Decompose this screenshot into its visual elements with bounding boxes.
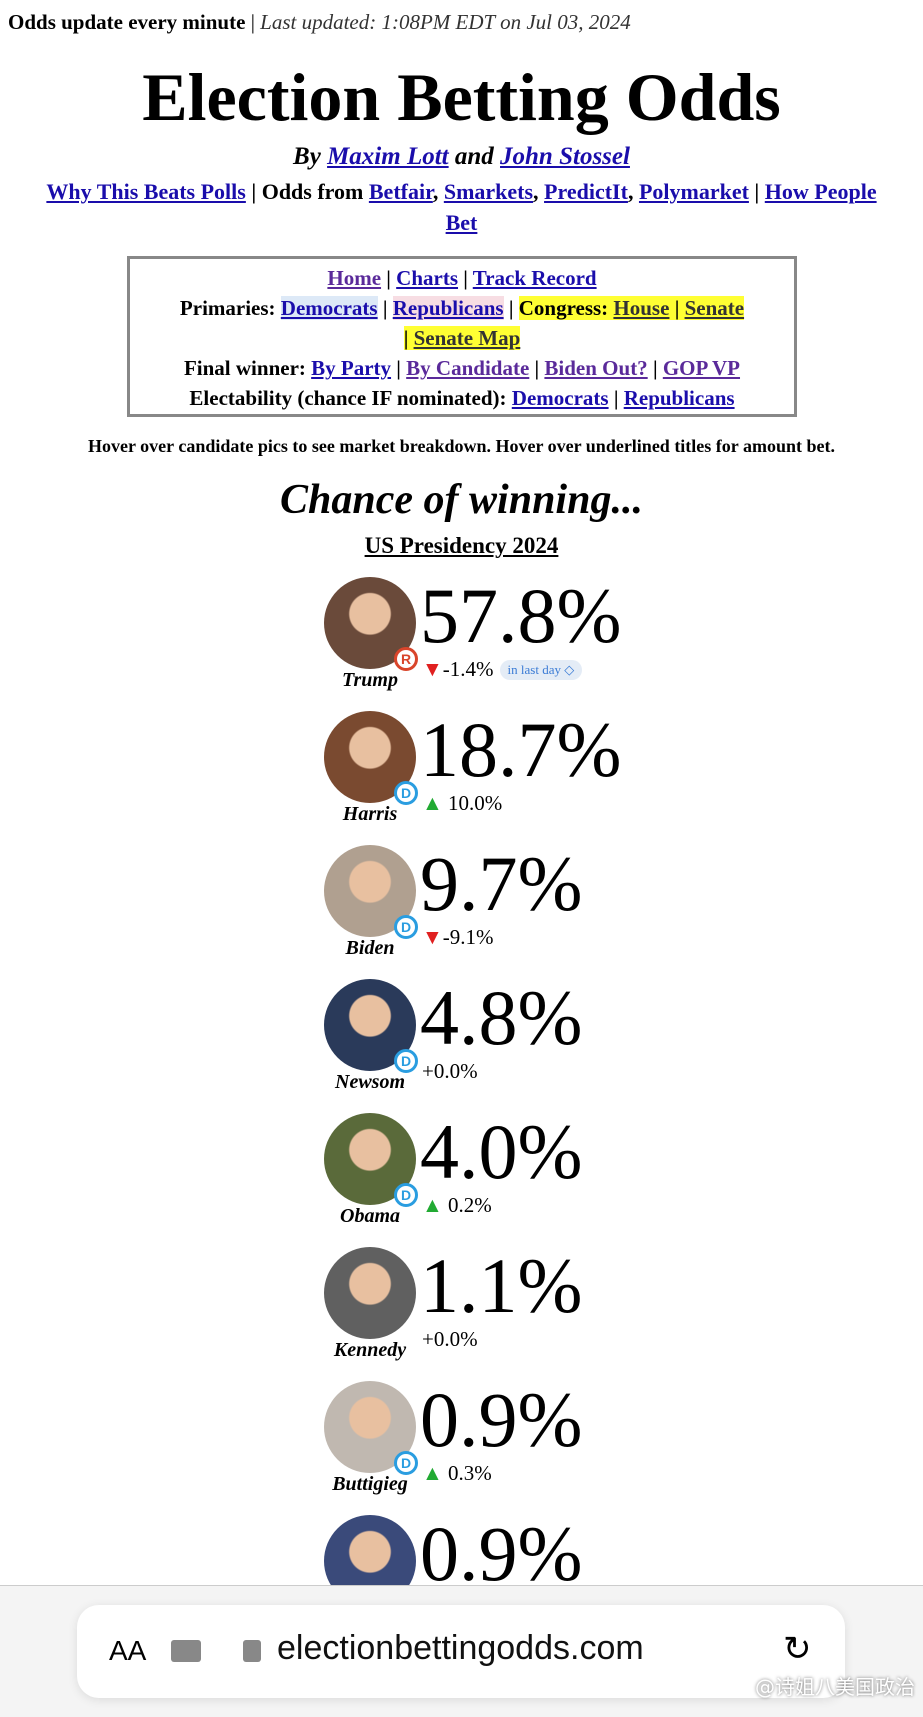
text-size-button[interactable]: AA: [109, 1635, 147, 1666]
down-arrow-icon: ▼: [422, 657, 443, 681]
reload-icon[interactable]: ↻: [783, 1630, 812, 1668]
candidate-change: ▲ 0.3%: [422, 1461, 492, 1485]
period-select[interactable]: in last day ◇: [499, 660, 583, 680]
candidate-row: Kennedy 1.1% +0.0%: [324, 1242, 724, 1377]
author-link-lott[interactable]: Maxim Lott: [327, 143, 449, 170]
market-title[interactable]: US Presidency 2024: [364, 533, 559, 558]
url-text[interactable]: electionbettingodds.com: [277, 1629, 644, 1667]
update-status: Odds update every minute | Last updated:…: [8, 10, 631, 34]
candidate-percentage: 4.8%: [420, 974, 583, 1061]
candidate-name: Harris: [342, 803, 398, 825]
candidate-change: ▲ 0.2%: [422, 1193, 492, 1217]
candidate-name: Newsom: [335, 1071, 405, 1093]
party-badge-icon: D: [394, 1451, 418, 1475]
senate-map-link[interactable]: Senate Map: [413, 326, 521, 350]
chance-heading: Chance of winning...: [280, 477, 643, 523]
candidate-percentage: 0.9%: [420, 1510, 583, 1597]
candidate-row: D Biden 9.7% ▼-9.1%: [324, 840, 724, 975]
extension-icon[interactable]: [171, 1640, 201, 1662]
candidate-row: D Obama 4.0% ▲ 0.2%: [324, 1108, 724, 1243]
candidate-change: +0.0%: [422, 1059, 478, 1083]
why-link[interactable]: Why This Beats Polls: [46, 179, 246, 204]
candidate-change: ▲ 10.0%: [422, 791, 503, 815]
smarkets-link[interactable]: Smarkets: [443, 179, 534, 204]
senate-link[interactable]: Senate: [684, 296, 745, 320]
candidate-change: ▼-1.4% in last day ◇: [422, 657, 583, 682]
page-title: Election Betting Odds: [142, 59, 781, 135]
candidate-percentage: 57.8%: [420, 572, 622, 659]
up-arrow-icon: ▲: [422, 1461, 443, 1485]
up-arrow-icon: ▲: [422, 1193, 443, 1217]
lock-icon: [243, 1640, 261, 1662]
byline: By Maxim Lott and John Stossel: [293, 143, 630, 170]
candidate-percentage: 0.9%: [420, 1376, 583, 1463]
watermark: @诗姐八美国政治: [755, 1675, 915, 1699]
candidate-name: Kennedy: [333, 1339, 407, 1361]
candidate-percentage: 4.0%: [420, 1108, 583, 1195]
by-party-link[interactable]: By Party: [311, 356, 392, 380]
down-arrow-icon: ▼: [422, 925, 443, 949]
by-candidate-link[interactable]: By Candidate: [406, 356, 530, 380]
party-badge-icon: D: [394, 1049, 418, 1073]
hover-note: Hover over candidate pics to see market …: [88, 436, 835, 456]
candidate-change: +0.0%: [422, 1327, 478, 1351]
party-badge-icon: D: [394, 1183, 418, 1207]
up-arrow-icon: ▲: [422, 791, 443, 815]
electability-republicans-link[interactable]: Republicans: [623, 386, 735, 410]
address-bar[interactable]: AA electionbettingodds.com ↻: [77, 1605, 845, 1698]
candidate-percentage: 18.7%: [420, 706, 622, 793]
info-links: Why This Beats Polls | Odds from Betfair…: [46, 179, 877, 235]
candidate-row: D Harris 18.7% ▲ 10.0%: [324, 706, 724, 841]
electability-democrats-link[interactable]: Democrats: [511, 386, 609, 410]
candidate-row: R Trump 57.8% ▼-1.4% in last day ◇: [324, 572, 724, 707]
candidate-row: D Newsom 4.8% +0.0%: [324, 974, 724, 1109]
candidate-change: ▼-9.1%: [422, 925, 494, 949]
candidate-percentage: 1.1%: [420, 1242, 583, 1329]
primaries-democrats-link[interactable]: Democrats: [280, 296, 378, 320]
biden-out-link[interactable]: Biden Out?: [544, 356, 648, 380]
primaries-republicans-link[interactable]: Republicans: [392, 296, 504, 320]
how-people-bet-link[interactable]: How People Bet: [445, 179, 877, 235]
candidate-row: D Buttigieg 0.9% ▲ 0.3%: [324, 1376, 724, 1511]
candidate-photo[interactable]: [324, 1247, 416, 1339]
predictit-link[interactable]: PredictIt: [544, 179, 628, 204]
gop-vp-link[interactable]: GOP VP: [662, 356, 741, 380]
author-link-stossel[interactable]: John Stossel: [500, 143, 630, 170]
polymarket-link[interactable]: Polymarket: [638, 179, 749, 204]
charts-link[interactable]: Charts: [396, 266, 459, 290]
home-link[interactable]: Home: [327, 266, 382, 290]
candidate-name: Obama: [340, 1205, 400, 1227]
house-link[interactable]: House: [613, 296, 670, 320]
party-badge-icon: D: [394, 781, 418, 805]
track-record-link[interactable]: Track Record: [472, 266, 597, 290]
candidate-name: Biden: [345, 937, 395, 959]
betfair-link[interactable]: Betfair: [368, 179, 433, 204]
candidate-name: Buttigieg: [332, 1473, 408, 1495]
candidate-percentage: 9.7%: [420, 840, 583, 927]
party-badge-icon: R: [394, 647, 418, 671]
party-badge-icon: D: [394, 915, 418, 939]
nav-box: Home | Charts | Track Record Primaries: …: [127, 256, 797, 417]
candidate-name: Trump: [342, 669, 398, 691]
browser-bar: AA electionbettingodds.com ↻ @诗姐八美国政治: [0, 1585, 923, 1717]
